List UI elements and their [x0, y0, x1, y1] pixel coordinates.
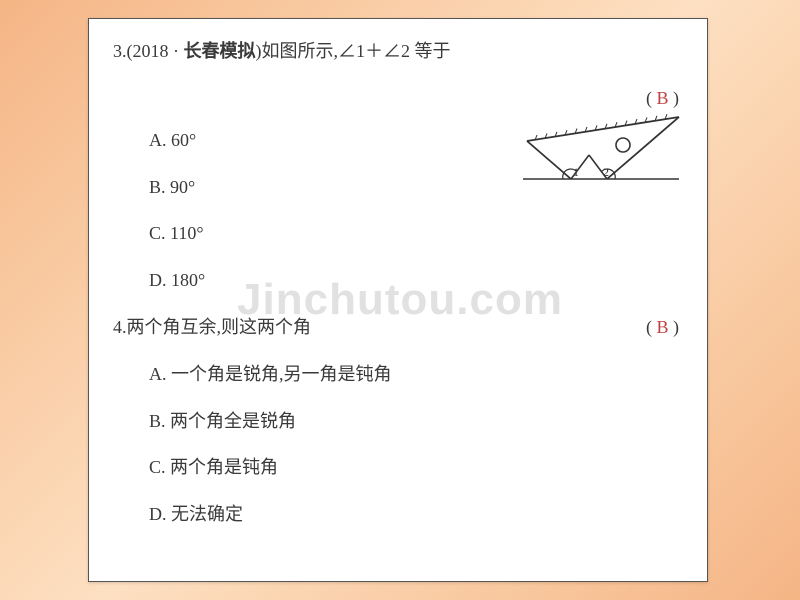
angle1-label: 1	[573, 165, 579, 179]
q4-stem-row: 4.两个角互余,则这两个角 ( B )	[113, 313, 683, 342]
q3-option-c: C. 110°	[113, 219, 683, 248]
q4-stem: 4.两个角互余,则这两个角	[113, 317, 311, 337]
q3-option-d: D. 180°	[113, 266, 683, 295]
q4-option-d: D. 无法确定	[113, 500, 683, 529]
angle2-label: 2	[603, 165, 609, 179]
triangle-diagram-icon: 1 2	[511, 99, 691, 199]
q4-lparen: (	[646, 317, 652, 337]
q3-figure: 1 2	[511, 99, 691, 199]
q3-stem-prefix: 3.(2018 ·	[113, 41, 184, 61]
q4-answer-paren: ( B )	[646, 313, 679, 342]
q4-option-a: A. 一个角是锐角,另一角是钝角	[113, 360, 683, 389]
q4-option-c: C. 两个角是钝角	[113, 453, 683, 482]
q3-stem-suffix: )如图所示,∠1＋∠2 等于	[256, 41, 451, 61]
q3-stem-bold: 长春模拟	[184, 41, 256, 61]
q4-answer-letter: B	[656, 317, 668, 337]
q4-option-b: B. 两个角全是锐角	[113, 407, 683, 436]
q3-stem: 3.(2018 · 长春模拟)如图所示,∠1＋∠2 等于	[113, 37, 683, 66]
exam-paper: 3.(2018 · 长春模拟)如图所示,∠1＋∠2 等于 ( B ) A. 60…	[88, 18, 708, 582]
q4-rparen: )	[673, 317, 679, 337]
